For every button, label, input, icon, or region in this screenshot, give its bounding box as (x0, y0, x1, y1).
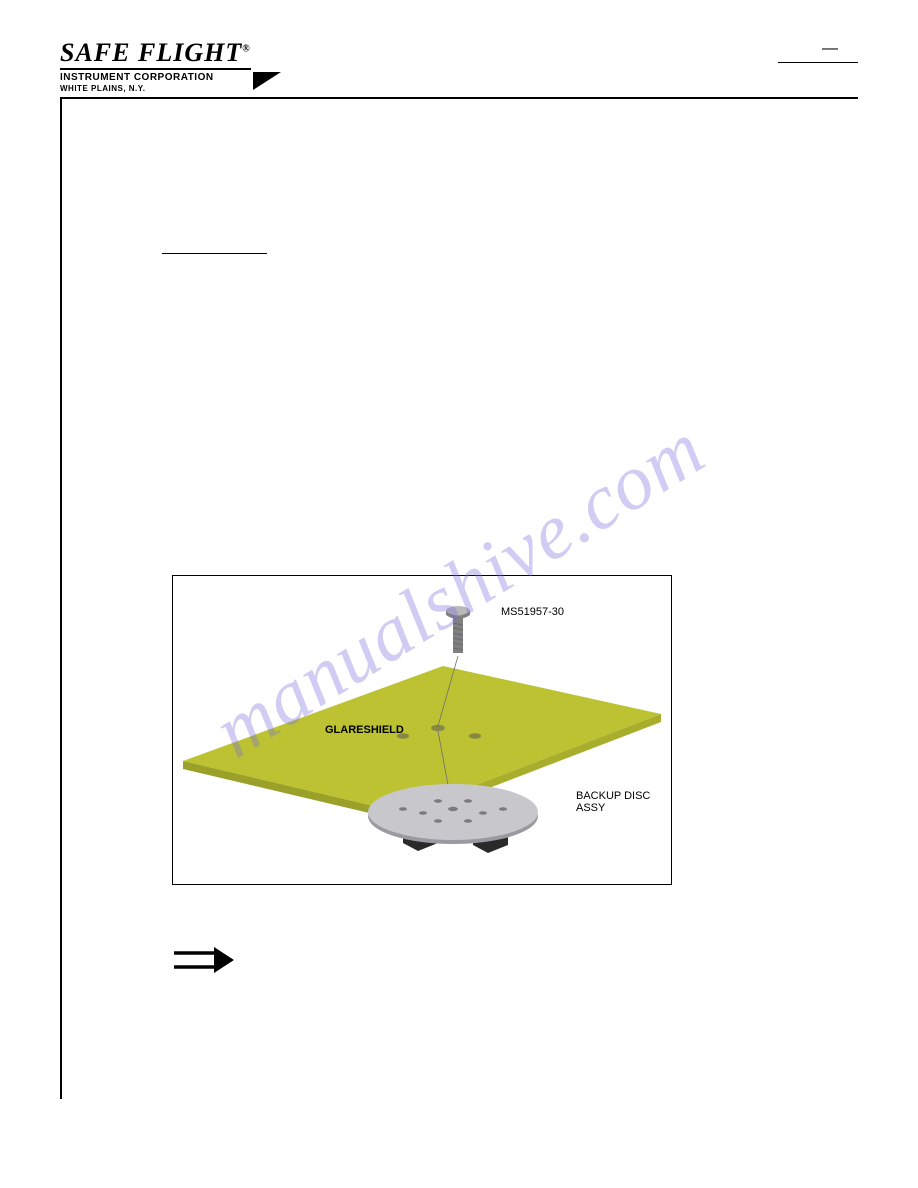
page-header: SAFE FLIGHT® INSTRUMENT CORPORATION WHIT… (60, 40, 858, 99)
plate-hole-2 (469, 733, 481, 739)
label-glareshield: GLARESHIELD (325, 724, 404, 736)
note-arrow-icon (172, 945, 818, 982)
logo-subtitle-2: WHITE PLAINS, N.Y. (60, 84, 251, 93)
logo-title-text: SAFE FLIGHT (60, 38, 242, 67)
section-title (162, 239, 818, 255)
screw-icon (446, 606, 470, 653)
header-dash: — (778, 40, 858, 63)
logo-title: SAFE FLIGHT® (60, 40, 251, 70)
logo-block: SAFE FLIGHT® INSTRUMENT CORPORATION WHIT… (60, 40, 251, 93)
label-backup-disc: BACKUP DISC ASSY (576, 790, 671, 814)
logo-reg-mark: ® (242, 43, 250, 54)
backup-disc-icon (368, 784, 538, 853)
disc-top (368, 784, 538, 840)
assembly-svg (173, 576, 672, 885)
content-frame: MS51957-30 GLARESHIELD BACKUP DISC ASSY (60, 99, 858, 1099)
figure-diagram: MS51957-30 GLARESHIELD BACKUP DISC ASSY (172, 575, 672, 885)
logo-subtitle-1: INSTRUMENT CORPORATION (60, 72, 251, 83)
label-screw: MS51957-30 (501, 606, 564, 618)
